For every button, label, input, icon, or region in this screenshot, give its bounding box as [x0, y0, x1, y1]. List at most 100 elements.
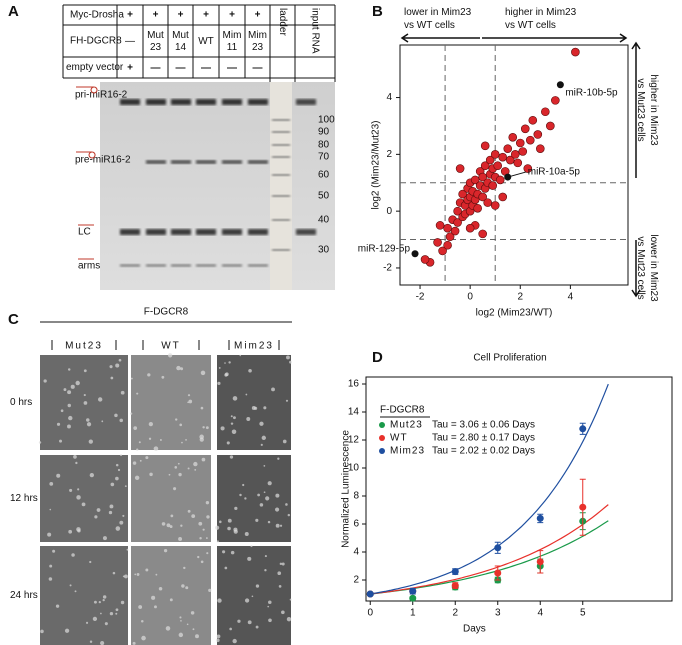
point [536, 558, 544, 566]
cell-speck [109, 365, 113, 369]
cell-speck [147, 373, 151, 377]
ladder-band [272, 156, 290, 158]
fit-curve [370, 383, 609, 595]
cell-speck [138, 441, 141, 444]
point [579, 425, 587, 433]
point [465, 223, 475, 233]
point [478, 172, 487, 182]
y-tick-label: 16 [348, 379, 360, 390]
cell-speck [264, 555, 267, 558]
cell-speck [115, 463, 119, 467]
legend-title: F-DGCR8 [380, 405, 425, 416]
header: F-DGCR8 [144, 307, 189, 318]
band-label: LC [78, 227, 91, 238]
cell-speck [234, 506, 238, 511]
cell-speck [282, 439, 287, 444]
gel-band [120, 99, 140, 105]
cell-speck [102, 595, 107, 599]
ladder-band [272, 195, 290, 197]
y-tick-label: 0 [386, 206, 392, 217]
cell-speck [224, 566, 228, 570]
legend-swatch [379, 422, 385, 428]
cell-speck [98, 397, 103, 402]
micrograph [217, 355, 291, 450]
cell-speck [81, 502, 86, 507]
cell-speck [148, 422, 153, 427]
micrograph [40, 455, 128, 542]
cell-speck [68, 529, 73, 534]
cell-speck [56, 473, 61, 478]
cell-speck [83, 401, 88, 405]
x-tick-label: 0 [467, 292, 473, 303]
cell-speck [115, 476, 119, 481]
point [451, 568, 459, 576]
cell-speck [102, 598, 105, 602]
cell-speck [178, 632, 184, 638]
chart-title: Cell Proliferation [473, 353, 546, 364]
cell-speck [112, 571, 116, 575]
cell-speck [215, 525, 220, 530]
cell-speck [85, 621, 89, 624]
cell-speck [167, 353, 173, 358]
legend-label: Mut23 [390, 420, 423, 431]
cell-speck [208, 588, 212, 592]
cell-speck [181, 441, 183, 444]
cell-speck [120, 454, 123, 457]
point [435, 221, 445, 230]
cell: + [178, 10, 184, 21]
cell-speck [120, 390, 125, 395]
ladder-size: 40 [318, 215, 330, 226]
ladder-band [272, 144, 290, 146]
cell-speck [205, 500, 210, 505]
y-axis-label: log2 (Mim23/Mut23) [371, 121, 382, 210]
cell-speck [133, 426, 138, 430]
cell-speck [267, 481, 272, 486]
cell-speck [227, 518, 232, 523]
legend-swatch [379, 448, 385, 454]
cell-speck [257, 493, 261, 497]
bracket [228, 340, 280, 350]
point-label: miR-129-5p [358, 243, 411, 254]
cell-speck [67, 424, 71, 429]
column-label: Mut23 [65, 341, 103, 352]
cell-line: Mim [248, 30, 267, 41]
cell-speck [38, 441, 42, 444]
point [478, 192, 487, 202]
row-label: 12 hrs [10, 493, 38, 504]
gel-band [248, 229, 268, 235]
point [433, 238, 442, 247]
cell-speck [271, 387, 275, 392]
cell: + [127, 10, 133, 21]
cell: Mim 11 [223, 30, 242, 53]
point [579, 503, 587, 511]
cell-speck [248, 368, 252, 373]
point [438, 246, 447, 256]
gel-band [248, 264, 268, 267]
cell-speck [40, 629, 44, 634]
y-tick-label: 4 [353, 547, 359, 558]
cell-speck [275, 523, 280, 528]
cell-speck [154, 605, 157, 609]
legend-fit: Tau = 3.06 ± 0.06 Days [432, 420, 535, 431]
gel-band [146, 264, 166, 267]
cell-line: Mim [223, 30, 242, 41]
cell-speck [83, 369, 87, 373]
point [505, 155, 515, 165]
ladder-size: 60 [318, 170, 330, 181]
cell-speck [149, 472, 153, 477]
cell: — [253, 63, 263, 74]
cell-speck [47, 532, 52, 537]
gel-band [296, 99, 316, 105]
point [445, 232, 455, 242]
cell-speck [132, 641, 136, 645]
gel-band [171, 229, 191, 235]
ladder-size: 100 [318, 115, 335, 126]
ladder-size: 30 [318, 245, 330, 256]
cell-speck [98, 601, 101, 604]
cell-speck [138, 605, 143, 609]
cell-speck [233, 529, 238, 534]
micrograph [131, 355, 211, 450]
cell-speck [179, 423, 183, 427]
ladder-size: 80 [318, 140, 330, 151]
